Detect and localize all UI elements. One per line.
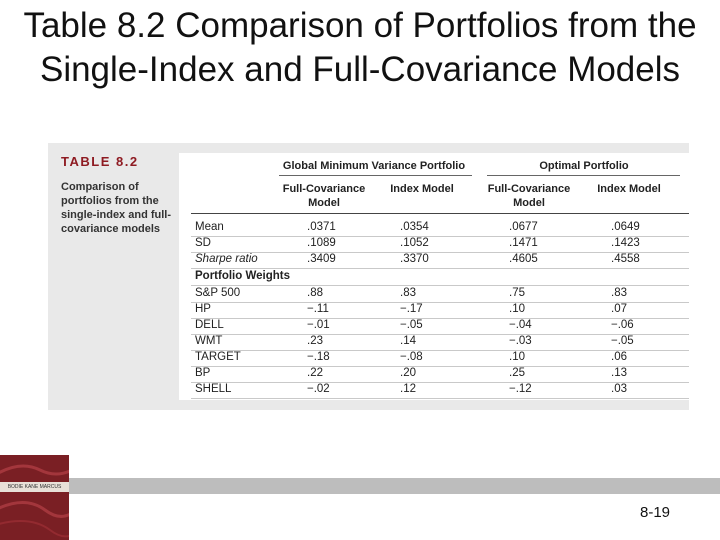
cell: −.06 [611,319,634,331]
header-rule [191,213,689,214]
cell: .75 [509,287,525,299]
cell: .1423 [611,237,640,249]
cell: −.04 [509,319,532,331]
row-label: BP [195,367,211,379]
row-label: WMT [195,335,223,347]
cell: .0371 [307,221,336,233]
cover-title-band: BODIE KANE MARCUS [0,482,69,492]
row-label: SD [195,237,211,249]
cell: .3409 [307,253,336,265]
cell: −.18 [307,351,330,363]
table-row: SHELL −.02 .12 −.12 .03 [191,382,689,399]
row-label: Sharpe ratio [195,253,258,265]
table-side-panel: TABLE 8.2 Comparison of portfolios from … [48,143,178,410]
cell: .4558 [611,253,640,265]
row-label: HP [195,303,211,315]
column-header: Index Model [390,183,454,195]
cell: .25 [509,367,525,379]
row-label: S&P 500 [195,287,241,299]
cell: .12 [400,383,416,395]
table-row: DELL −.01 −.05 −.04 −.06 [191,318,689,335]
column-header: Full-Covariance Model [487,183,571,209]
cell: .23 [307,335,323,347]
table-row: HP −.11 −.17 .10 .07 [191,302,689,319]
table-row: S&P 500 .88 .83 .75 .83 [191,286,689,303]
cell: −.03 [509,335,532,347]
row-label: TARGET [195,351,241,363]
cell: −.08 [400,351,423,363]
table-row: SD .1089 .1052 .1471 .1423 [191,236,689,253]
cell: .13 [611,367,627,379]
cell: .1471 [509,237,538,249]
footer-bar [0,478,720,494]
cell: .03 [611,383,627,395]
cell: −.12 [509,383,532,395]
comparison-table: TABLE 8.2 Comparison of portfolios from … [48,143,689,410]
table-row: BP .22 .20 .25 .13 [191,366,689,383]
table-caption: Comparison of portfolios from the single… [61,181,172,235]
cover-swirl-icon [0,464,69,538]
group-header-optimal: Optimal Portfolio [539,160,629,172]
cell: .83 [400,287,416,299]
cell: .0649 [611,221,640,233]
cell: .07 [611,303,627,315]
cell: .3370 [400,253,429,265]
cell: .1089 [307,237,336,249]
table-row: WMT .23 .14 −.03 −.05 [191,334,689,351]
slide-title: Table 8.2 Comparison of Portfolios from … [23,6,697,89]
section-header-row: Portfolio Weights [191,269,689,286]
cell: .1052 [400,237,429,249]
group-header-gmv: Global Minimum Variance Portfolio [282,160,466,172]
cell: .4605 [509,253,538,265]
column-header: Index Model [597,183,661,195]
cell: −.05 [611,335,634,347]
column-header: Full-Covariance Model [282,183,366,209]
group-rule [487,175,680,176]
book-cover-thumbnail: BODIE KANE MARCUS [0,455,69,540]
row-label: DELL [195,319,224,331]
table-row: TARGET −.18 −.08 .10 .06 [191,350,689,367]
row-label: SHELL [195,383,232,395]
cell: .0354 [400,221,429,233]
table-row: Mean .0371 .0354 .0677 .0649 [191,220,689,237]
cell: .14 [400,335,416,347]
weights-heading: Portfolio Weights [195,270,290,282]
page-number: 8-19 [640,504,671,521]
cell: −.02 [307,383,330,395]
cell: −.11 [307,303,329,315]
cell: .10 [509,351,525,363]
table-body: Global Minimum Variance Portfolio Optima… [179,153,689,400]
table-row: Sharpe ratio .3409 .3370 .4605 .4558 [191,252,689,269]
cell: .88 [307,287,323,299]
cell: −.05 [400,319,423,331]
cell: .0677 [509,221,538,233]
table-label: TABLE 8.2 [61,154,139,169]
cell: −.01 [307,319,330,331]
group-rule [279,175,472,176]
cell: .20 [400,367,416,379]
cell: −.17 [400,303,423,315]
cell: .10 [509,303,525,315]
cell: .22 [307,367,323,379]
row-label: Mean [195,221,224,233]
cell: .06 [611,351,627,363]
cell: .83 [611,287,627,299]
